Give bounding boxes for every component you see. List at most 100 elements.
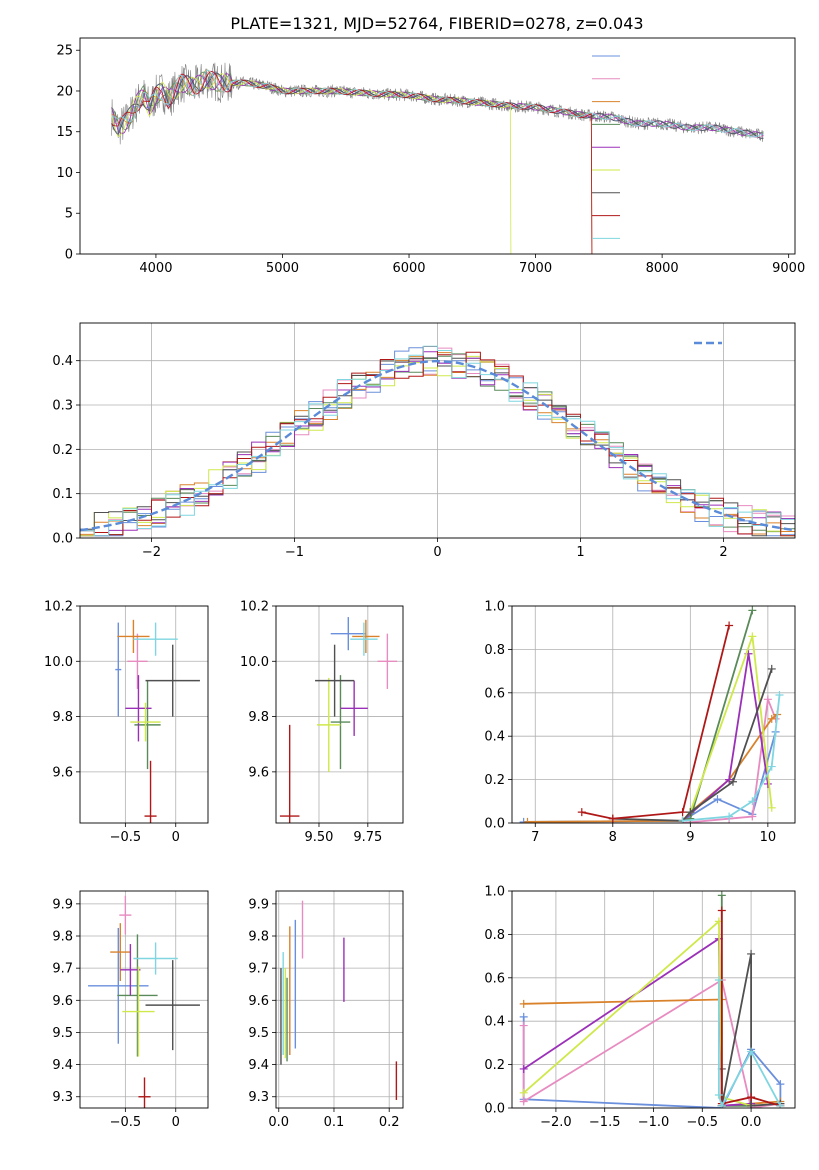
y-tick-label: 15 bbox=[56, 125, 73, 140]
x-tick-label: 8000 bbox=[646, 261, 679, 276]
spectrum-frame bbox=[79, 37, 796, 255]
massweight_vs_Z-panel: −2.0 −1.5 −1.0 −0.5 0.0 0.0 0.2 0.4 0.6 0.8 1.0 bbox=[484, 885, 796, 1130]
x-tick-label: 0 bbox=[172, 1115, 180, 1130]
model-spectrum-7 bbox=[111, 71, 593, 254]
massweight_vs_Z-plot bbox=[519, 891, 785, 1108]
x-tick-label: 9000 bbox=[772, 261, 805, 276]
massweight_vs_age-frame bbox=[511, 605, 796, 824]
y-tick-label: 9.6 bbox=[52, 765, 73, 780]
y-tick-label: 0.0 bbox=[484, 817, 505, 832]
weight-marker-8 bbox=[748, 797, 757, 806]
age_vs_mass-plot bbox=[279, 617, 398, 823]
y-tick-label: 0.8 bbox=[484, 643, 505, 658]
weight-line-7 bbox=[720, 910, 781, 1107]
weight-marker-5 bbox=[767, 803, 776, 812]
x-tick-label: −2.0 bbox=[540, 1115, 572, 1130]
residual_hist-frame bbox=[79, 322, 796, 539]
y-tick-label: 9.7 bbox=[52, 962, 73, 977]
weight-marker-1 bbox=[748, 812, 757, 821]
massweight_vs_age-plot bbox=[519, 606, 784, 823]
y-tick-label: 9.6 bbox=[52, 994, 73, 1009]
x-tick-label: 10 bbox=[760, 830, 777, 845]
y-tick-label: 9.3 bbox=[248, 1090, 269, 1105]
y-tick-label: 0.2 bbox=[484, 1058, 505, 1073]
y-tick-label: 0.3 bbox=[52, 399, 73, 414]
x-tick-label: −2 bbox=[142, 545, 161, 560]
massweight_vs_Z-frame bbox=[511, 890, 796, 1109]
weight-marker-7 bbox=[678, 808, 687, 817]
age_vs_mass-frame bbox=[275, 605, 404, 824]
weight-marker-8 bbox=[725, 812, 734, 821]
weight-marker-2 bbox=[519, 999, 528, 1008]
weight-marker-4 bbox=[519, 1064, 528, 1073]
spectrum-legend bbox=[592, 55, 620, 239]
x-tick-label: 0.1 bbox=[324, 1115, 345, 1130]
weight-marker-7 bbox=[608, 814, 617, 823]
weight-marker-6 bbox=[747, 949, 756, 958]
y-tick-label: 9.9 bbox=[52, 897, 73, 912]
weight-marker-7 bbox=[747, 1093, 756, 1102]
weight-marker-1 bbox=[519, 1097, 528, 1106]
y-tick-label: 10 bbox=[56, 166, 73, 181]
age_vs_mass-panel: 9.50 9.75 9.6 9.8 10.0 10.2 bbox=[240, 600, 404, 845]
y-tick-label: 9.8 bbox=[248, 930, 269, 945]
weight-marker-5 bbox=[519, 1088, 528, 1097]
model-spectrum-4 bbox=[111, 73, 764, 136]
y-tick-label: 0.0 bbox=[52, 532, 73, 547]
x-tick-label: −0.5 bbox=[110, 830, 142, 845]
weight-marker-6 bbox=[728, 777, 737, 786]
x-tick-label: 9 bbox=[686, 830, 694, 845]
weight-marker-7 bbox=[577, 808, 586, 817]
y-tick-label: 0.2 bbox=[484, 773, 505, 788]
weight-marker-3 bbox=[717, 891, 726, 900]
y-tick-label: 0.8 bbox=[484, 928, 505, 943]
weight-marker-7 bbox=[725, 621, 734, 630]
weight-marker-2 bbox=[523, 817, 532, 823]
y-tick-label: 9.6 bbox=[248, 994, 269, 1009]
x-tick-label: 1 bbox=[576, 545, 584, 560]
weight-marker-6 bbox=[747, 1101, 756, 1108]
y-tick-label: 0.2 bbox=[52, 443, 73, 458]
y-tick-label: 9.7 bbox=[248, 962, 269, 977]
weight-marker-0 bbox=[713, 795, 722, 804]
mass_vs_Z-frame bbox=[79, 890, 209, 1109]
weight-line-5 bbox=[523, 919, 752, 1107]
histogram-step-8 bbox=[80, 345, 795, 537]
x-tick-label: 0.0 bbox=[268, 1115, 289, 1130]
y-tick-label: 5 bbox=[65, 207, 73, 222]
weight-marker-5 bbox=[748, 632, 757, 641]
y-tick-label: 9.5 bbox=[248, 1026, 269, 1041]
mass_vs_Z-plot bbox=[88, 895, 200, 1108]
spectrum-title: PLATE=1321, MJD=52764, FIBERID=0278, z=0… bbox=[230, 14, 643, 33]
y-tick-label: 1.0 bbox=[484, 885, 505, 900]
weight-marker-8 bbox=[767, 762, 776, 771]
spectrum-panel: 4000 5000 6000 7000 8000 9000 0 5 10 15 20 25 bbox=[56, 37, 805, 276]
x-tick-label: 0.2 bbox=[379, 1115, 400, 1130]
y-tick-label: 0.4 bbox=[52, 354, 73, 369]
x-tick-label: −0.5 bbox=[687, 1115, 719, 1130]
x-tick-label: −1.5 bbox=[589, 1115, 621, 1130]
x-tick-label: 2 bbox=[719, 545, 727, 560]
observed-spectrum bbox=[111, 62, 764, 145]
y-tick-label: 9.5 bbox=[52, 1026, 73, 1041]
massweight_vs_age-panel: 7 8 9 10 0.0 0.2 0.4 0.6 0.8 1.0 bbox=[484, 600, 796, 845]
x-tick-label: −1.0 bbox=[638, 1115, 670, 1130]
weight-marker-1 bbox=[519, 1021, 528, 1030]
weight-marker-3 bbox=[748, 606, 757, 615]
weight-marker-0 bbox=[776, 1080, 785, 1089]
y-tick-label: 0.0 bbox=[484, 1102, 505, 1117]
y-tick-label: 0.6 bbox=[484, 686, 505, 701]
spectrum-plot bbox=[111, 62, 764, 254]
model-spectrum-5 bbox=[111, 73, 512, 254]
model-spectrum-8 bbox=[111, 69, 764, 138]
x-tick-label: −1 bbox=[285, 545, 304, 560]
x-tick-label: 5000 bbox=[266, 261, 299, 276]
weight-marker-8 bbox=[714, 975, 723, 984]
mass_vs_Z-panel: −0.5 0 9.3 9.4 9.5 9.6 9.7 9.8 9.9 bbox=[52, 890, 209, 1130]
residual_hist-panel: −2 −1 0 1 2 0.0 0.1 0.2 0.3 0.4 bbox=[52, 322, 796, 560]
y-tick-label: 20 bbox=[56, 84, 73, 99]
weight-marker-8 bbox=[747, 1047, 756, 1056]
mass_vs_ebv-frame bbox=[275, 890, 404, 1109]
y-tick-label: 9.9 bbox=[248, 897, 269, 912]
